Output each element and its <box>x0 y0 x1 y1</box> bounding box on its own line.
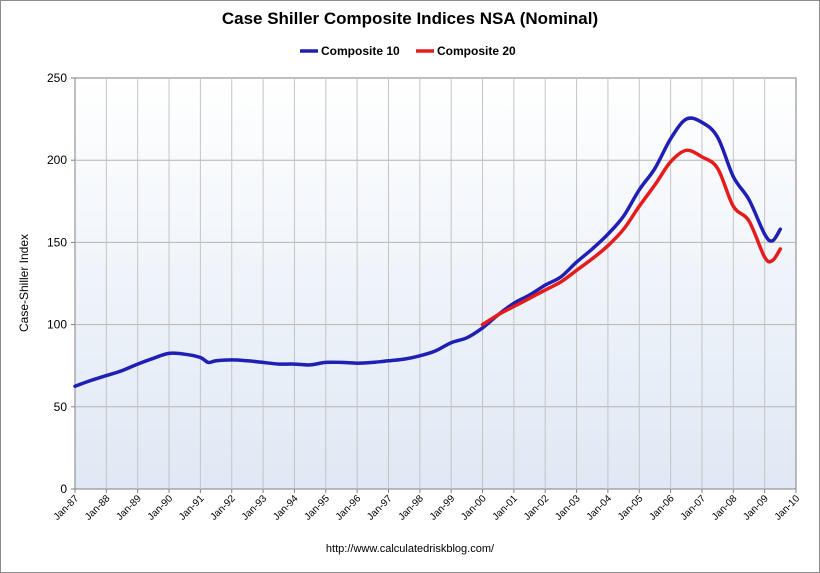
legend-label: Composite 10 <box>321 44 400 58</box>
x-tick-label: Jan-97 <box>365 493 395 523</box>
x-tick-label: Jan-08 <box>710 493 740 523</box>
x-tick-label: Jan-89 <box>114 493 144 523</box>
x-tick-label: Jan-98 <box>397 493 427 523</box>
y-axis-label: Case-Shiller Index <box>17 234 31 332</box>
x-tick-label: Jan-93 <box>240 493 270 523</box>
y-tick-label: 50 <box>54 400 68 414</box>
x-tick-label: Jan-99 <box>428 493 458 523</box>
x-tick-label: Jan-96 <box>334 493 364 523</box>
x-tick-label: Jan-92 <box>208 493 238 523</box>
series-line-1 <box>73 116 783 389</box>
x-tick-label: Jan-06 <box>647 493 677 523</box>
x-tick-label: Jan-94 <box>271 493 301 523</box>
y-tick-label: 100 <box>47 318 67 332</box>
legend-label: Composite 20 <box>437 44 516 58</box>
y-tick-label: 250 <box>47 71 67 85</box>
x-tick-label: Jan-03 <box>553 493 583 523</box>
x-tick-label: Jan-90 <box>146 493 176 523</box>
x-tick-label: Jan-87 <box>52 493 82 523</box>
x-tick-label: Jan-01 <box>491 493 521 523</box>
y-tick-label: 150 <box>47 235 67 249</box>
source-url: http://www.calculatedriskblog.com/ <box>325 543 495 555</box>
plot-area <box>74 77 797 490</box>
y-tick-label: 200 <box>47 153 67 167</box>
x-tick-label: Jan-02 <box>522 493 552 523</box>
series-line-2 <box>480 148 783 327</box>
x-tick-label: Jan-04 <box>585 493 615 523</box>
y-tick-label: 0 <box>60 482 67 496</box>
x-tick-label: Jan-05 <box>616 493 646 523</box>
x-tick-label: Jan-88 <box>83 493 113 523</box>
legend: Composite 10 Composite 20 <box>300 44 516 58</box>
x-tick-label: Jan-91 <box>177 493 207 523</box>
x-tick-label: Jan-09 <box>741 493 771 523</box>
x-tick-label: Jan-07 <box>679 493 709 523</box>
chart-title: Case Shiller Composite Indices NSA (Nomi… <box>221 9 599 28</box>
x-tick-label: Jan-95 <box>303 493 333 523</box>
x-tick-label: Jan-10 <box>773 493 803 523</box>
x-tick-label: Jan-00 <box>459 493 489 523</box>
series-layer <box>73 116 783 389</box>
